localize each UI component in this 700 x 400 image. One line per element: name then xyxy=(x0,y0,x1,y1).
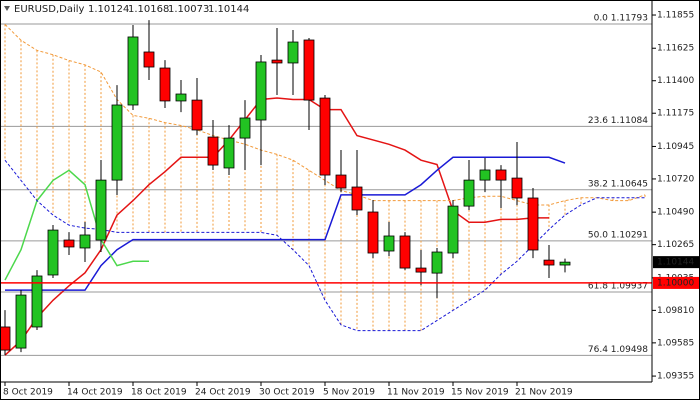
candle-body xyxy=(175,93,187,102)
candle-body xyxy=(303,39,315,101)
candle-body xyxy=(255,61,267,121)
x-tick-label: 15 Nov 2019 xyxy=(451,388,509,398)
candle-body xyxy=(351,186,363,211)
candle-body xyxy=(79,234,91,249)
header-low: 1.10073 xyxy=(168,4,209,15)
candle-body xyxy=(0,326,11,351)
y-tick-label: 1.10720 xyxy=(657,174,694,184)
candle-body xyxy=(47,229,59,276)
candle-body xyxy=(287,41,299,64)
level-label: 1.10000 xyxy=(657,278,694,288)
plot-layer: 0.0 1.11793 23.6 1.11084 38.2 1.10645 50.0 … xyxy=(0,13,652,356)
candle-body xyxy=(383,235,395,252)
candle-body xyxy=(127,36,139,106)
symbol: EURUSD,Daily xyxy=(14,4,85,15)
candle-body xyxy=(319,97,331,176)
header-high: 1.10168 xyxy=(128,4,169,15)
candle-body xyxy=(543,259,555,266)
candle-body xyxy=(431,251,443,274)
candle-body xyxy=(63,239,75,248)
y-tick-label: 1.11175 xyxy=(657,109,694,119)
fib-label: 61.8 1.09937 xyxy=(588,282,648,292)
header-open: 1.10124 xyxy=(88,4,129,15)
candle-body xyxy=(335,174,347,189)
candle-body xyxy=(495,169,507,181)
x-tick-label: 14 Oct 2019 xyxy=(67,388,123,398)
candle-body xyxy=(191,99,203,131)
fib-label: 76.4 1.09498 xyxy=(588,345,648,355)
y-tick-label: 1.10945 xyxy=(657,142,694,152)
header-close: 1.10144 xyxy=(208,4,249,15)
candle-body xyxy=(111,104,123,181)
candle-body xyxy=(415,267,427,273)
y-tick-label: 1.11400 xyxy=(657,76,694,86)
x-tick-label: 24 Oct 2019 xyxy=(195,388,251,398)
x-tick-label: 18 Oct 2019 xyxy=(131,388,187,398)
candle-body xyxy=(159,67,171,102)
x-tick-label: 11 Nov 2019 xyxy=(387,388,445,398)
candle-body xyxy=(239,117,251,139)
level-label-box xyxy=(653,276,699,289)
candle-body xyxy=(479,169,491,181)
candle-body xyxy=(447,205,459,254)
y-tick-label: 1.10265 xyxy=(657,240,694,250)
x-tick-label: 30 Oct 2019 xyxy=(259,388,315,398)
candle-body xyxy=(223,137,235,169)
y-tick-label: 1.09810 xyxy=(657,306,694,316)
price-label: 1.10144 xyxy=(657,258,694,268)
x-tick-label: 21 Nov 2019 xyxy=(515,388,573,398)
symbol-icon xyxy=(4,6,10,11)
y-tick-label: 1.11625 xyxy=(657,44,694,54)
fib-label: 38.2 1.10645 xyxy=(588,179,648,189)
candle-body xyxy=(207,136,219,166)
candle-body xyxy=(527,197,539,251)
fib-label: 50.0 1.10291 xyxy=(588,230,648,240)
candle-body xyxy=(399,235,411,269)
indicator-line xyxy=(5,156,566,291)
x-tick-label: 8 Oct 2019 xyxy=(3,388,53,398)
price-label-box xyxy=(653,256,699,269)
x-tick-label: 5 Nov 2019 xyxy=(323,388,375,398)
candle-body xyxy=(367,211,379,254)
candle-body xyxy=(271,59,283,64)
candle-body xyxy=(559,261,571,266)
y-tick-label: 1.10490 xyxy=(657,208,694,218)
candle-body xyxy=(31,275,43,328)
candle-body xyxy=(463,179,475,207)
y-tick-label: 1.09585 xyxy=(657,338,694,348)
candle-body xyxy=(511,177,523,199)
candle-body xyxy=(143,51,155,68)
fib-label: 23.6 1.11084 xyxy=(588,116,648,126)
y-tick-label: 1.09355 xyxy=(657,372,694,382)
indicator-line xyxy=(4,169,149,281)
candle-body xyxy=(95,179,107,241)
y-tick-label: 1.11855 xyxy=(657,11,694,21)
candle-body xyxy=(15,294,27,349)
fib-label: 0.0 1.11793 xyxy=(594,13,648,23)
